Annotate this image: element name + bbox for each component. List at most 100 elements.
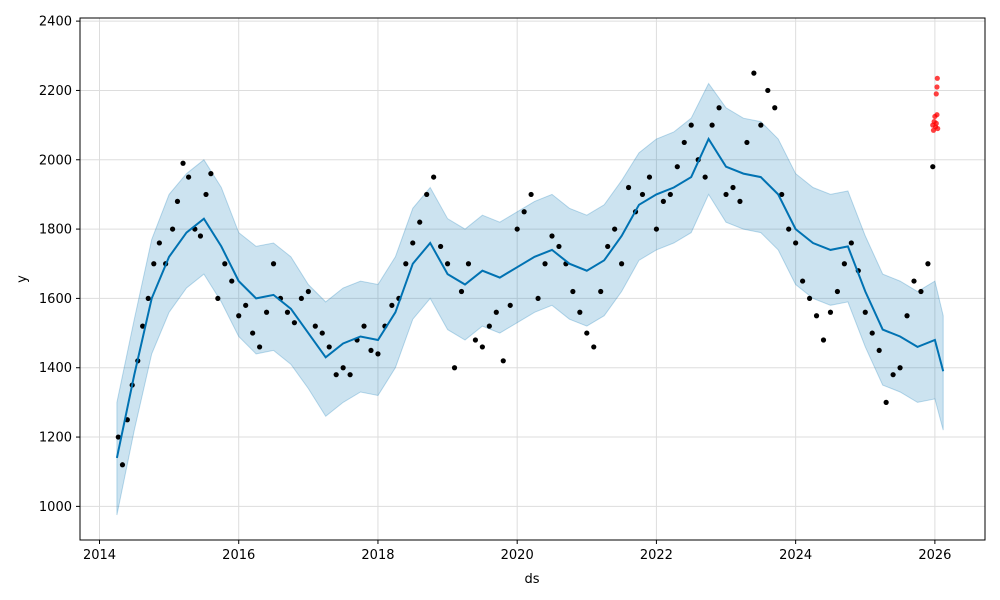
x-tick-label: 2020 xyxy=(501,548,534,563)
observed-point xyxy=(737,198,743,204)
observed-point xyxy=(361,323,367,329)
observed-point xyxy=(263,309,270,315)
new-observed-point xyxy=(934,75,940,81)
observed-point xyxy=(514,226,520,232)
observed-point xyxy=(834,288,841,295)
observed-point xyxy=(451,365,458,371)
observed-point xyxy=(716,105,722,111)
observed-point xyxy=(723,191,729,198)
observed-point xyxy=(410,240,416,246)
observed-point xyxy=(145,295,151,302)
observed-point xyxy=(542,261,548,267)
observed-point xyxy=(305,288,311,295)
observed-point xyxy=(813,313,820,319)
observed-point xyxy=(243,302,249,308)
observed-point xyxy=(709,122,715,128)
observed-point xyxy=(312,323,318,329)
observed-point xyxy=(925,261,931,267)
observed-point xyxy=(800,278,806,284)
observed-point xyxy=(186,174,192,180)
observed-point xyxy=(493,309,499,315)
observed-point xyxy=(340,365,346,371)
observed-point xyxy=(500,358,506,364)
observed-point xyxy=(507,302,513,308)
observed-point xyxy=(786,226,792,232)
observed-point xyxy=(883,399,889,405)
x-tick-label: 2022 xyxy=(640,548,673,563)
observed-point xyxy=(660,198,666,204)
observed-point xyxy=(751,70,757,76)
observed-point xyxy=(333,372,339,378)
observed-point xyxy=(702,174,708,180)
observed-point xyxy=(591,344,597,350)
observed-point xyxy=(319,330,325,336)
observed-point xyxy=(197,233,204,239)
y-tick-label: 1600 xyxy=(39,292,72,307)
observed-point xyxy=(570,288,576,295)
observed-point xyxy=(598,288,604,295)
observed-point xyxy=(257,344,263,350)
observed-point xyxy=(284,309,291,315)
observed-point xyxy=(465,261,472,267)
y-tick-label: 1400 xyxy=(39,361,72,376)
observed-point xyxy=(140,323,146,329)
new-observed-point xyxy=(934,84,940,90)
observed-point xyxy=(688,122,694,128)
observed-point xyxy=(848,240,854,246)
y-tick-label: 2000 xyxy=(39,153,72,168)
new-observed-point xyxy=(934,112,940,118)
y-axis-label: y xyxy=(15,275,30,283)
observed-point xyxy=(203,191,209,198)
observed-point xyxy=(730,184,736,191)
x-axis-label: ds xyxy=(524,572,539,587)
observed-point xyxy=(897,365,903,371)
x-tick-label: 2016 xyxy=(222,548,255,563)
observed-point xyxy=(222,261,228,267)
observed-point xyxy=(229,278,235,284)
observed-point xyxy=(577,309,583,315)
axes: 2014 2016 2018 2020 2022 2024 2026 1000 1200 1400… xyxy=(39,15,952,563)
observed-point xyxy=(556,243,562,250)
observed-point xyxy=(612,226,618,232)
observed-point xyxy=(208,171,214,177)
observed-point xyxy=(918,288,924,295)
observed-point xyxy=(270,261,277,267)
observed-point xyxy=(605,243,611,250)
observed-point xyxy=(169,226,176,232)
y-tick-label: 1000 xyxy=(39,500,72,515)
observed-point xyxy=(424,191,430,198)
observed-point xyxy=(389,302,395,308)
x-tick-label: 2024 xyxy=(779,548,812,563)
y-tick-label: 2200 xyxy=(39,84,72,99)
observed-point xyxy=(758,122,764,128)
observed-point xyxy=(862,309,868,315)
observed-point xyxy=(535,295,541,302)
observed-point xyxy=(930,164,936,170)
observed-point xyxy=(174,198,181,204)
observed-point xyxy=(156,240,162,246)
observed-point xyxy=(793,240,799,246)
observed-point xyxy=(236,313,242,319)
observed-point xyxy=(674,164,680,170)
observed-point xyxy=(291,320,298,326)
observed-point xyxy=(820,337,827,343)
observed-point xyxy=(215,295,221,302)
observed-point xyxy=(765,87,771,94)
new-observed-point xyxy=(933,91,939,97)
observed-point xyxy=(667,191,673,198)
observed-point xyxy=(619,261,625,267)
observed-point xyxy=(806,295,813,302)
observed-point xyxy=(869,330,875,336)
x-tick-label: 2026 xyxy=(918,548,951,563)
observed-point xyxy=(876,347,882,354)
observed-point xyxy=(444,261,451,267)
observed-point xyxy=(653,226,660,232)
observed-point xyxy=(431,174,437,180)
observed-point xyxy=(458,288,465,295)
observed-point xyxy=(375,351,381,357)
observed-point xyxy=(180,160,186,166)
observed-point xyxy=(639,191,646,198)
new-observed-point xyxy=(933,120,939,126)
observed-point xyxy=(772,105,778,111)
y-tick-label: 2400 xyxy=(39,15,72,30)
